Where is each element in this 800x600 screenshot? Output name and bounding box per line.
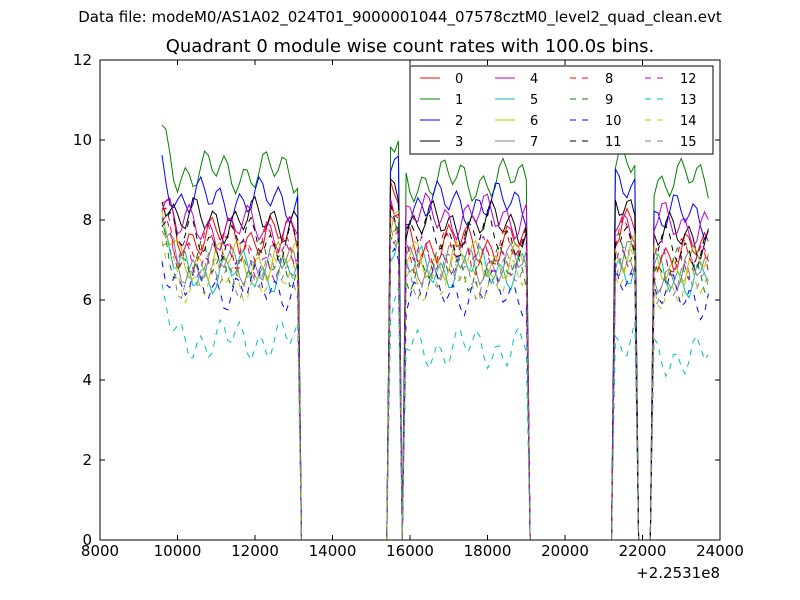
legend-label: 1 <box>455 93 463 108</box>
x-tick-label: 22000 <box>619 542 667 560</box>
y-tick-label: 2 <box>82 451 92 469</box>
y-tick-label: 12 <box>73 51 92 69</box>
series-line-0 <box>161 181 709 540</box>
legend-label: 3 <box>455 135 463 150</box>
legend-label: 12 <box>680 72 697 87</box>
x-tick-label: 20000 <box>541 542 589 560</box>
series-line-12 <box>161 214 709 540</box>
x-tick-label: 10000 <box>154 542 202 560</box>
x-offset-label: +2.2531e8 <box>636 564 720 582</box>
series-line-14 <box>161 229 709 540</box>
x-tick-label: 8000 <box>81 542 119 560</box>
legend-label: 6 <box>530 114 538 129</box>
legend-label: 9 <box>605 93 613 108</box>
axes-layer: 8000 10000 12000 14000 16000 18000 20000 22000 2… <box>73 51 744 560</box>
legend-label: 0 <box>455 72 463 87</box>
x-tick-label: 18000 <box>464 542 512 560</box>
series-line-9 <box>161 217 709 540</box>
y-tick-label: 6 <box>82 291 92 309</box>
series-line-15 <box>161 225 709 540</box>
legend-label: 8 <box>605 72 613 87</box>
legend-label: 13 <box>680 93 697 108</box>
series-line-2 <box>161 155 709 540</box>
y-tick-label: 10 <box>73 131 92 149</box>
legend-label: 4 <box>530 72 538 87</box>
legend-box <box>409 65 714 155</box>
y-tick-label: 4 <box>82 371 92 389</box>
x-tick-label: 12000 <box>231 542 279 560</box>
legend-label: 14 <box>680 114 697 129</box>
legend-label: 2 <box>455 114 463 129</box>
legend-label: 15 <box>680 135 697 150</box>
figure-suptitle: Data file: modeM0/AS1A02_024T01_90000010… <box>78 8 722 26</box>
x-tick-label: 24000 <box>696 542 744 560</box>
x-tick-label: 16000 <box>386 542 434 560</box>
chart-title: Quadrant 0 module wise count rates with … <box>165 36 655 57</box>
legend-label: 7 <box>530 135 538 150</box>
series-line-6 <box>161 209 709 540</box>
series-line-3 <box>161 178 709 540</box>
series-line-11 <box>161 204 709 540</box>
series-line-13 <box>161 283 709 540</box>
legend-label: 5 <box>530 93 538 108</box>
series-line-10 <box>161 247 709 540</box>
legend-label: 11 <box>605 135 622 150</box>
series-layer <box>161 124 709 540</box>
y-tick-label: 8 <box>82 211 92 229</box>
legend-label: 10 <box>605 114 622 129</box>
y-tick-label: 0 <box>82 531 92 549</box>
series-line-5 <box>161 225 709 540</box>
x-tick-label: 14000 <box>309 542 357 560</box>
